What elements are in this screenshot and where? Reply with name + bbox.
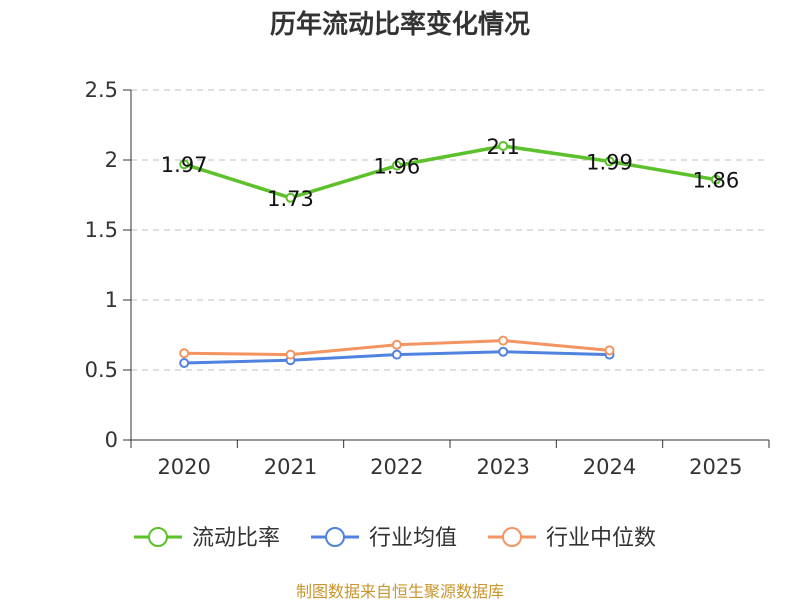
data-point bbox=[179, 358, 190, 368]
legend-item: 行业中位数 bbox=[488, 526, 656, 551]
legend-item: 行业均值 bbox=[311, 526, 457, 551]
legend-label: 行业均值 bbox=[369, 526, 457, 551]
data-labels: 1.97 1.73 1.96 2.1 1.99 1.86 bbox=[161, 135, 739, 211]
data-label: 1.99 bbox=[586, 150, 633, 174]
legend-label: 行业中位数 bbox=[546, 526, 656, 551]
data-point bbox=[498, 141, 509, 151]
data-point bbox=[604, 156, 615, 167]
source-note: 制图数据来自恒生聚源数据库 bbox=[295, 582, 504, 601]
y-tick-label: 2 bbox=[105, 148, 118, 172]
data-label: 2.1 bbox=[486, 135, 519, 159]
data-point bbox=[391, 339, 402, 350]
y-tick-label: 0 bbox=[105, 428, 118, 452]
data-label: 1.96 bbox=[373, 155, 420, 179]
x-tick-label: 2023 bbox=[476, 455, 529, 479]
series-line bbox=[183, 144, 717, 200]
legend-item: 流动比率 bbox=[134, 526, 280, 551]
series-layer bbox=[179, 141, 721, 368]
data-point bbox=[498, 346, 509, 357]
legend-marker bbox=[325, 527, 345, 547]
data-point bbox=[285, 349, 296, 360]
axes: 0 0.5 1 1.5 2 2.5 2020 2021 2022 2023 2024 2025 bbox=[85, 78, 770, 479]
data-point bbox=[285, 192, 296, 203]
x-tick-label: 2022 bbox=[370, 455, 423, 479]
grid-lines bbox=[131, 89, 769, 371]
chart-title: 历年流动比率变化情况 bbox=[269, 10, 530, 40]
legend-label: 流动比率 bbox=[192, 526, 280, 551]
legend-marker bbox=[502, 527, 522, 547]
data-label: 1.73 bbox=[267, 187, 314, 211]
x-tick-label: 2025 bbox=[689, 455, 742, 479]
x-tick-label: 2021 bbox=[264, 455, 317, 479]
x-tick-label: 2024 bbox=[583, 455, 636, 479]
data-point bbox=[391, 160, 402, 171]
y-tick-label: 1.5 bbox=[85, 218, 118, 242]
data-point bbox=[391, 349, 402, 360]
y-tick-label: 1 bbox=[105, 288, 118, 312]
legend-marker bbox=[148, 527, 168, 547]
data-point bbox=[710, 174, 721, 185]
y-tick-label: 2.5 bbox=[85, 78, 118, 102]
data-point bbox=[604, 345, 615, 356]
data-point bbox=[179, 348, 190, 359]
data-point bbox=[179, 159, 190, 170]
y-tick-label: 0.5 bbox=[85, 358, 118, 382]
data-point bbox=[498, 335, 509, 346]
legend: 流动比率 行业均值 行业中位数 bbox=[134, 526, 656, 551]
x-tick-label: 2020 bbox=[157, 455, 210, 479]
data-label: 1.86 bbox=[692, 169, 739, 193]
data-label: 1.97 bbox=[161, 153, 208, 177]
